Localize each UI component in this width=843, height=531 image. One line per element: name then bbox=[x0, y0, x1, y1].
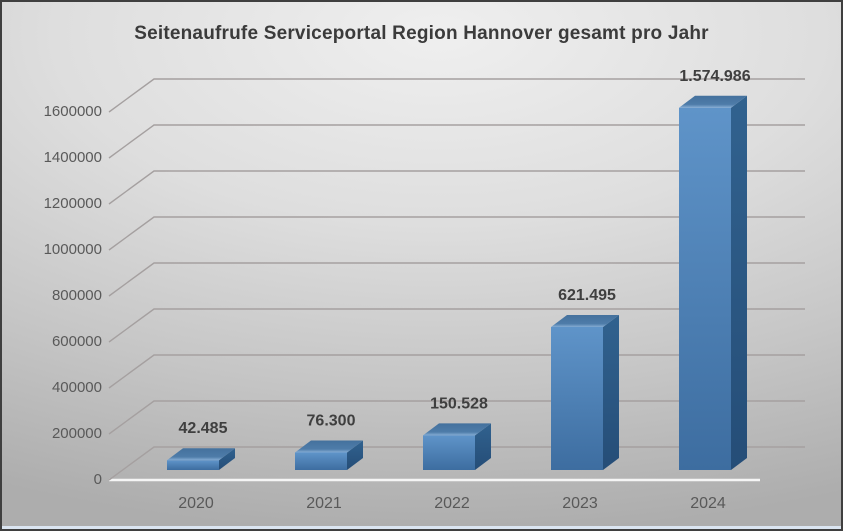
bar-value-label: 621.495 bbox=[558, 287, 616, 304]
bar-value-label: 76.300 bbox=[307, 412, 356, 429]
x-tick-label: 2020 bbox=[178, 495, 214, 512]
y-tick-label: 600000 bbox=[52, 333, 102, 350]
y-tick-label: 400000 bbox=[52, 379, 102, 396]
bar-side-face bbox=[475, 423, 491, 470]
chart-title: Seitenaufrufe Serviceportal Region Hanno… bbox=[134, 23, 709, 44]
bar-front-face bbox=[679, 107, 731, 470]
bar-value-label: 42.485 bbox=[179, 420, 228, 437]
x-tick-label: 2024 bbox=[690, 495, 726, 512]
x-tick-label: 2022 bbox=[434, 495, 470, 512]
bar-side-face bbox=[603, 315, 619, 470]
gridline bbox=[108, 216, 805, 251]
bar-front-face bbox=[167, 460, 219, 470]
y-tick-label: 1000000 bbox=[44, 241, 102, 258]
bar-value-label: 1.574.986 bbox=[679, 68, 750, 85]
bar-top-face bbox=[551, 315, 619, 328]
bottom-edge-highlight bbox=[2, 526, 841, 529]
y-tick-label: 200000 bbox=[52, 425, 102, 442]
bar-top-face bbox=[167, 448, 235, 461]
bar-side-face bbox=[731, 95, 747, 470]
bar-side-face bbox=[347, 440, 363, 470]
y-tick-label: 1400000 bbox=[44, 149, 102, 166]
y-tick-label: 1600000 bbox=[44, 103, 102, 120]
bar-top-face bbox=[423, 423, 491, 436]
x-tick-label: 2023 bbox=[562, 495, 598, 512]
bar-front-face bbox=[551, 327, 603, 470]
gridline bbox=[108, 78, 805, 113]
gridline bbox=[108, 124, 805, 159]
bar-value-label: 150.528 bbox=[430, 395, 488, 412]
gridline bbox=[108, 170, 805, 205]
gridline bbox=[108, 308, 805, 343]
bar-top-face bbox=[679, 95, 747, 108]
gridline bbox=[108, 262, 805, 297]
bar-side-face bbox=[219, 448, 235, 470]
bar-top-face bbox=[295, 440, 363, 453]
bar-front-face bbox=[423, 435, 475, 470]
y-tick-label: 800000 bbox=[52, 287, 102, 304]
bar-front-face bbox=[295, 452, 347, 470]
x-tick-label: 2021 bbox=[306, 495, 342, 512]
y-tick-label: 1200000 bbox=[44, 195, 102, 212]
y-tick-label: 0 bbox=[94, 471, 102, 488]
